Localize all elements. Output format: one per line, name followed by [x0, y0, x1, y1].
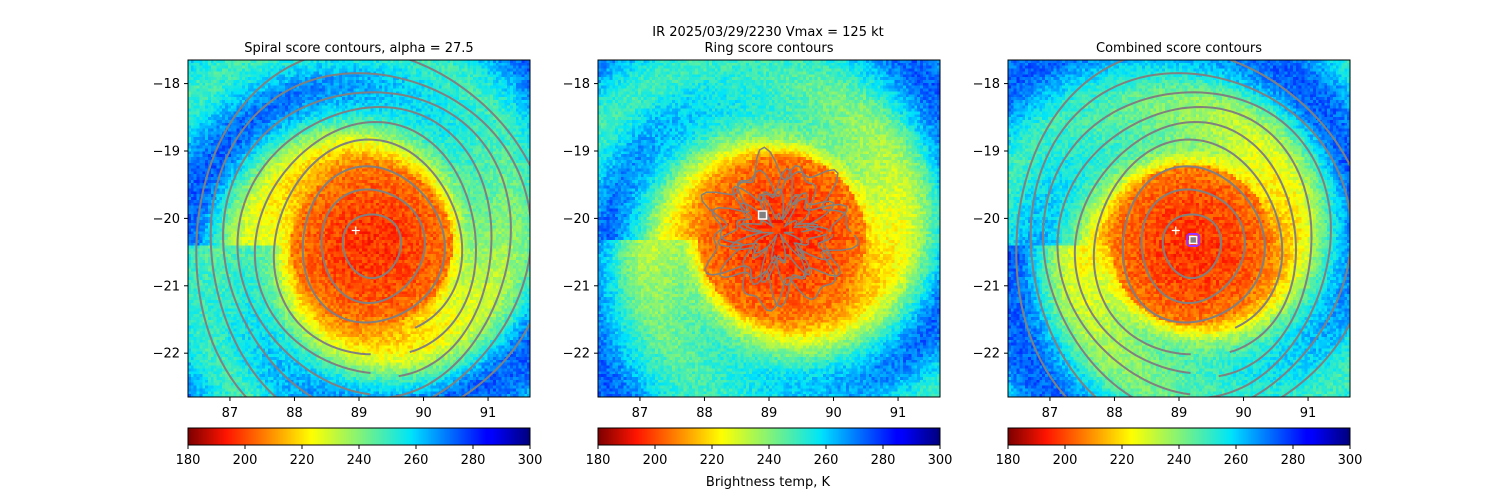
panel-title: Combined score contours: [1096, 41, 1262, 56]
colorbar-tick-label: 240: [757, 453, 782, 468]
colorbar: [598, 428, 940, 445]
ring-center-marker: [757, 210, 768, 220]
y-tick-label: −18: [563, 77, 590, 92]
contour-line: [1056, 105, 1313, 396]
colorbar-tick-label: 280: [1281, 453, 1306, 468]
colorbar-tick-label: 260: [404, 453, 429, 468]
panel-2: Ring score contours 87 88 89 90 91 −18 −19 −20 −2…: [563, 41, 953, 468]
colorbar-tick-label: 200: [233, 453, 258, 468]
y-tick-label: −18: [153, 77, 180, 92]
y-tick-label: −21: [153, 279, 180, 294]
contour-line: [272, 138, 464, 356]
brightness-field: [598, 60, 940, 397]
figure-suptitle: IR 2025/03/29/2230 Vmax = 125 kt: [652, 25, 883, 40]
panel-title: Ring score contours: [704, 41, 833, 56]
y-tick-label: −20: [973, 212, 1000, 227]
y-tick-label: −22: [973, 347, 1000, 362]
colorbar-tick-label: 220: [700, 453, 725, 468]
x-tick-label: 90: [415, 406, 432, 421]
x-tick-label: 87: [632, 406, 649, 421]
colorbar-tick-label: 300: [928, 453, 953, 468]
colorbar-tick-label: 280: [461, 453, 486, 468]
contour-line: [1015, 60, 1350, 397]
score-contours: [1015, 60, 1350, 397]
center-plus-marker: [351, 226, 360, 235]
y-tick-label: −21: [973, 279, 1000, 294]
score-contours: [195, 60, 530, 397]
y-tick-label: −22: [563, 347, 590, 362]
colorbar-tick-label: 260: [814, 453, 839, 468]
contour-line: [700, 146, 859, 312]
y-tick-label: −18: [973, 77, 1000, 92]
colorbar-tick-label: 240: [347, 453, 372, 468]
contour-line: [1092, 138, 1284, 356]
contour-line: [1041, 91, 1332, 397]
x-tick-label: 91: [480, 406, 497, 421]
x-tick-label: 89: [761, 406, 778, 421]
colorbar-tick-label: 180: [586, 453, 611, 468]
x-tick-label: 90: [1235, 406, 1252, 421]
colorbar-tick-label: 300: [518, 453, 543, 468]
x-tick-label: 87: [222, 406, 239, 421]
colorbar-tick-label: 260: [1224, 453, 1249, 468]
score-contours: [700, 146, 859, 312]
x-tick-label: 91: [890, 406, 907, 421]
contour-line: [253, 120, 478, 374]
x-tick-label: 91: [1300, 406, 1317, 421]
colorbar: [188, 428, 530, 445]
contour-line: [236, 105, 493, 396]
panel-1: Spiral score contours, alpha = 27.5 87 88 8…: [153, 41, 543, 468]
contour-line: [1121, 165, 1266, 324]
colorbar-tick-label: 240: [1167, 453, 1192, 468]
combined-center-marker-outer: [1186, 232, 1201, 247]
colorbar-tick-label: 300: [1338, 453, 1363, 468]
panel-title: Spiral score contours, alpha = 27.5: [244, 41, 473, 56]
y-tick-label: −20: [563, 212, 590, 227]
y-tick-label: −19: [563, 144, 590, 159]
contour-line: [341, 213, 403, 280]
y-tick-label: −19: [153, 144, 180, 159]
colorbar-tick-label: 220: [290, 453, 315, 468]
panel-3: Combined score contours 87 88 89 90 91 −18 −19 −…: [973, 41, 1363, 468]
contour-line: [195, 60, 530, 397]
contour-line: [209, 72, 530, 397]
x-tick-label: 88: [696, 406, 713, 421]
x-tick-label: 89: [351, 406, 368, 421]
x-tick-label: 89: [1171, 406, 1188, 421]
colorbar-tick-label: 180: [176, 453, 201, 468]
contour-line: [717, 167, 835, 287]
contour-line: [301, 165, 446, 324]
contour-line: [730, 188, 830, 283]
colorbar-label: Brightness temp, K: [706, 475, 831, 490]
center-plus-marker: [1171, 226, 1180, 235]
colorbar-tick-label: 200: [1053, 453, 1078, 468]
contour-line: [221, 91, 512, 397]
brightness-field: [188, 60, 530, 397]
x-tick-label: 90: [825, 406, 842, 421]
colorbar-tick-label: 180: [996, 453, 1021, 468]
y-tick-label: −22: [153, 347, 180, 362]
contour-line: [320, 188, 426, 305]
contour-line: [1140, 188, 1246, 305]
x-tick-label: 87: [1042, 406, 1059, 421]
y-tick-label: −21: [563, 279, 590, 294]
y-tick-label: −19: [973, 144, 1000, 159]
contour-line: [1073, 120, 1298, 374]
contour-line: [1029, 72, 1350, 397]
contour-line: [1161, 213, 1223, 280]
colorbar-tick-label: 220: [1110, 453, 1135, 468]
colorbar: [1008, 428, 1350, 445]
brightness-field: [1008, 60, 1350, 397]
colorbar-tick-label: 280: [871, 453, 896, 468]
y-tick-label: −20: [153, 212, 180, 227]
x-tick-label: 88: [286, 406, 303, 421]
combined-center-marker: [1188, 235, 1198, 245]
colorbar-tick-label: 200: [643, 453, 668, 468]
contour-line: [711, 164, 848, 308]
x-tick-label: 88: [1106, 406, 1123, 421]
